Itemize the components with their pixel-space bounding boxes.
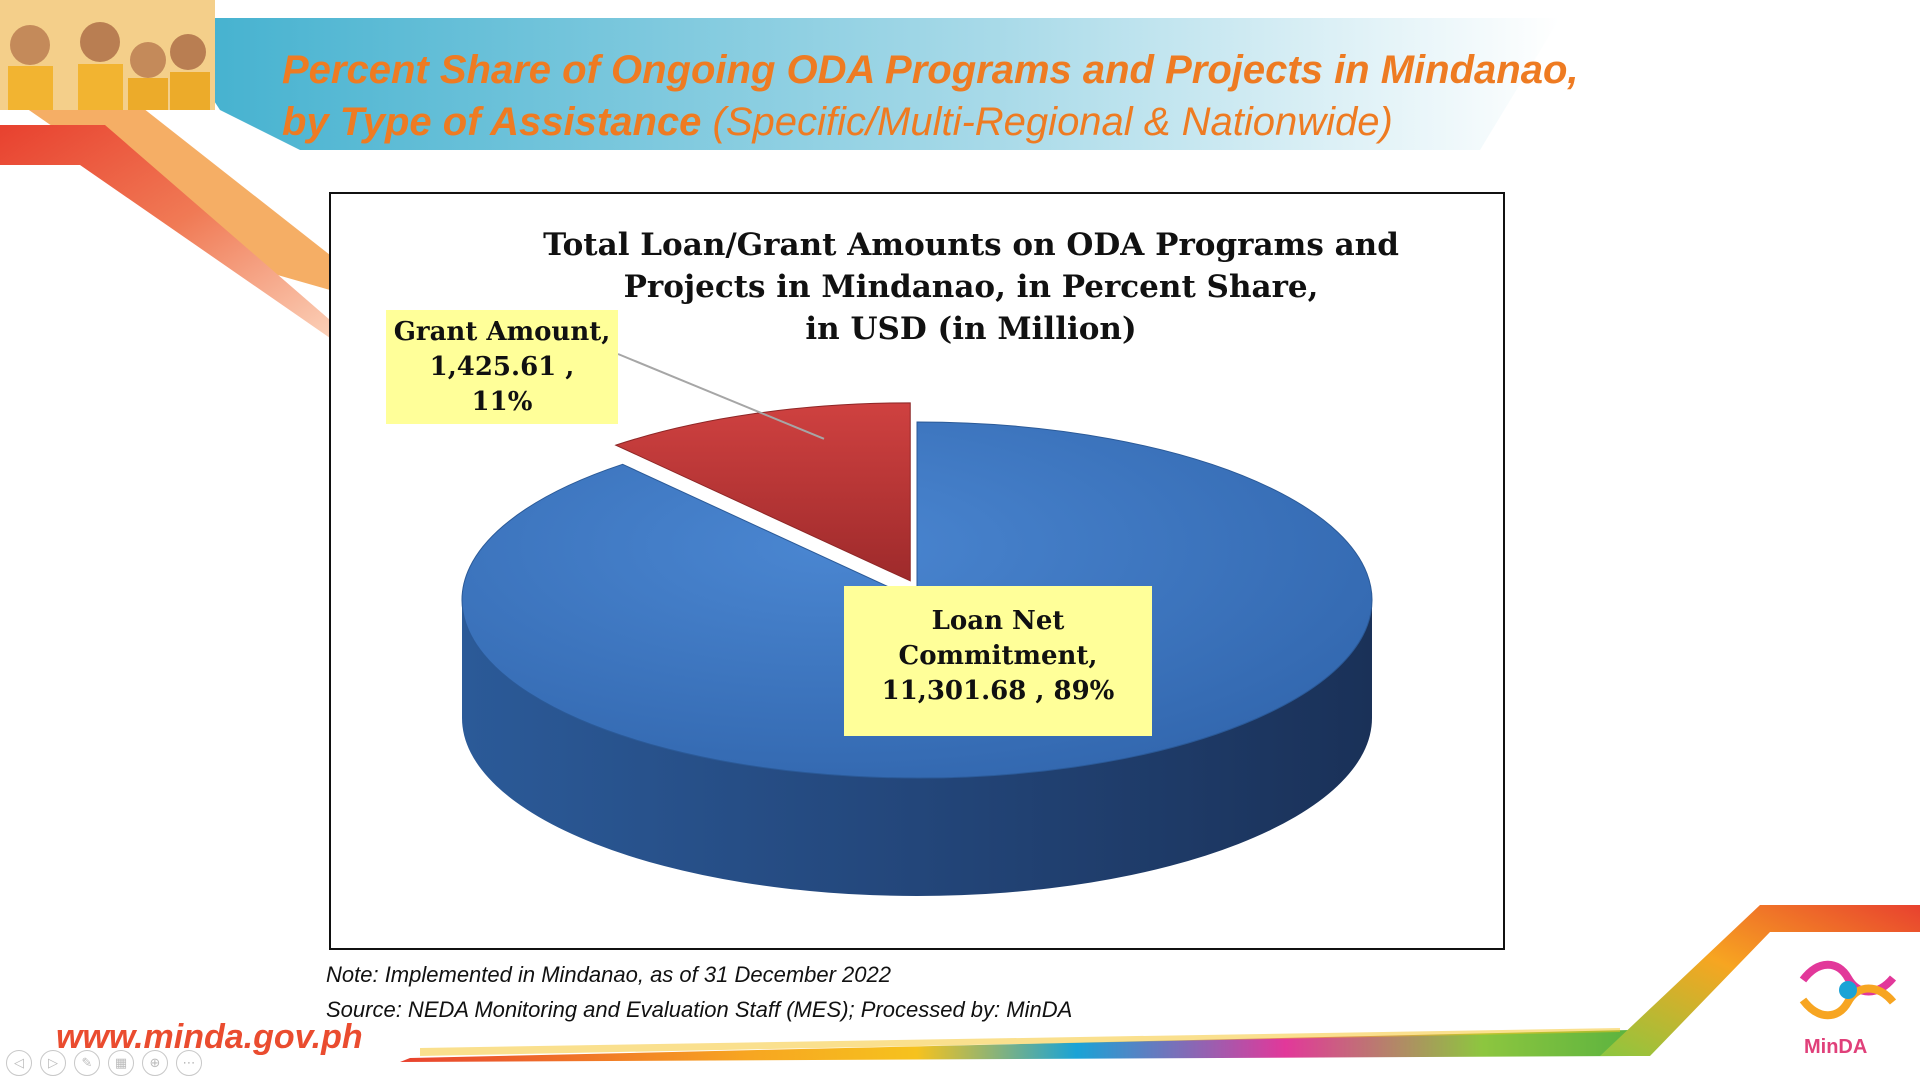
minda-logo: MinDA <box>1804 1036 1868 1058</box>
grant-leader-line <box>617 353 825 440</box>
grant-label-line-2: 1,425.61 , <box>429 352 575 382</box>
loan-slice-side <box>462 600 1372 896</box>
zoom-icon[interactable]: ⊕ <box>142 1050 168 1076</box>
chart-title-line-3: in USD (in Million) <box>805 311 1137 347</box>
grant-label-line-3: 11% <box>471 387 533 417</box>
source-text: Source: NEDA Monitoring and Evaluation S… <box>326 997 1073 1022</box>
loan-label-line-3: 11,301.68 , 89% <box>881 676 1115 706</box>
note-text: Note: Implemented in Mindanao, as of 31 … <box>326 962 891 987</box>
website-link[interactable]: www.minda.gov.ph <box>56 1018 363 1056</box>
heading-line-2-bold: by Type of Assistance <box>282 100 702 144</box>
next-slide-icon[interactable]: ▷ <box>40 1050 66 1076</box>
pie-chart: Total Loan/Grant Amounts on ODA Programs… <box>329 192 1505 950</box>
chart-title-line-2: Projects in Mindanao, in Percent Share, <box>623 269 1319 305</box>
data-label-loan: Loan Net Commitment, 11,301.68 , 89% <box>844 586 1152 736</box>
chart-title-line-1: Total Loan/Grant Amounts on ODA Programs… <box>543 227 1399 263</box>
loan-label-line-2: Commitment, <box>898 641 1098 671</box>
pen-icon[interactable]: ✎ <box>74 1050 100 1076</box>
heading-line-1: Percent Share of Ongoing ODA Programs an… <box>282 48 1579 92</box>
heading-line-2-regular: (Specific/Multi-Regional & Nationwide) <box>712 100 1393 144</box>
slide-heading: Percent Share of Ongoing ODA Programs an… <box>282 44 1782 148</box>
previous-slide-icon[interactable]: ◁ <box>6 1050 32 1076</box>
loan-label-line-1: Loan Net <box>931 606 1065 636</box>
more-icon[interactable]: ⋯ <box>176 1050 202 1076</box>
chart-title: Total Loan/Grant Amounts on ODA Programs… <box>471 224 1471 350</box>
grant-label-line-1: Grant Amount, <box>393 317 611 347</box>
slide-controls: ◁ ▷ ✎ ▦ ⊕ ⋯ <box>6 1050 202 1076</box>
data-label-grant: Grant Amount, 1,425.61 , 11% <box>386 310 618 424</box>
grid-icon[interactable]: ▦ <box>108 1050 134 1076</box>
grant-slice <box>614 402 911 582</box>
